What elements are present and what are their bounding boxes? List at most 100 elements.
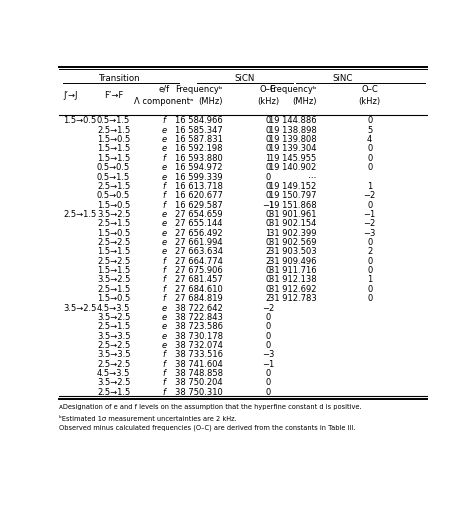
Text: −3: −3 — [364, 228, 376, 237]
Text: 16 585.347: 16 585.347 — [175, 126, 223, 134]
Text: 31 902.569: 31 902.569 — [269, 238, 316, 246]
Text: 38 722.843: 38 722.843 — [175, 313, 223, 321]
Text: 0.5→0.5: 0.5→0.5 — [97, 191, 130, 200]
Text: 31 912.138: 31 912.138 — [269, 275, 316, 284]
Text: f: f — [163, 275, 165, 284]
Text: −1: −1 — [262, 359, 274, 368]
Text: F’→F: F’→F — [104, 91, 123, 100]
Text: f: f — [163, 294, 165, 302]
Text: e: e — [161, 247, 166, 256]
Text: Transition: Transition — [99, 74, 141, 83]
Text: 38 723.586: 38 723.586 — [175, 322, 223, 331]
Text: 16 620.677: 16 620.677 — [175, 191, 223, 200]
Text: 1.5→1.5: 1.5→1.5 — [97, 144, 130, 153]
Text: 31 903.503: 31 903.503 — [269, 247, 316, 256]
Text: 27 663.634: 27 663.634 — [175, 247, 223, 256]
Text: 27 684.610: 27 684.610 — [175, 284, 223, 293]
Text: 0: 0 — [265, 378, 271, 387]
Text: f: f — [163, 350, 165, 359]
Text: 19 151.868: 19 151.868 — [269, 200, 316, 209]
Text: 0: 0 — [367, 256, 372, 265]
Text: 2.5→2.5: 2.5→2.5 — [97, 256, 130, 265]
Text: 3.5→2.5: 3.5→2.5 — [97, 275, 130, 284]
Text: 19 145.955: 19 145.955 — [269, 154, 316, 162]
Text: e: e — [161, 219, 166, 228]
Text: f: f — [163, 369, 165, 377]
Text: e: e — [161, 210, 166, 218]
Text: 19 139.808: 19 139.808 — [269, 135, 316, 144]
Text: 38 741.604: 38 741.604 — [175, 359, 223, 368]
Text: e: e — [161, 163, 166, 172]
Text: 0: 0 — [265, 135, 271, 144]
Text: 0: 0 — [367, 266, 372, 274]
Text: J’→J: J’→J — [63, 91, 77, 100]
Text: 0: 0 — [265, 331, 271, 340]
Text: 2: 2 — [265, 256, 271, 265]
Text: 2.5→1.5: 2.5→1.5 — [97, 284, 130, 293]
Text: f: f — [163, 191, 165, 200]
Text: 27 684.819: 27 684.819 — [175, 294, 223, 302]
Text: ᴀDesignation of e and f levels on the assumption that the hyperfine constant d i: ᴀDesignation of e and f levels on the as… — [59, 403, 362, 409]
Text: 0: 0 — [265, 182, 271, 190]
Text: 27 681.457: 27 681.457 — [175, 275, 223, 284]
Text: 0: 0 — [367, 200, 372, 209]
Text: 3.5→3.5: 3.5→3.5 — [97, 331, 130, 340]
Text: 5: 5 — [367, 126, 372, 134]
Text: 1.5→1.5: 1.5→1.5 — [97, 154, 130, 162]
Text: e: e — [161, 228, 166, 237]
Text: f: f — [163, 200, 165, 209]
Text: 0.5→1.5: 0.5→1.5 — [97, 116, 130, 125]
Text: 31 909.496: 31 909.496 — [269, 256, 316, 265]
Text: 38 733.516: 38 733.516 — [175, 350, 223, 359]
Text: 31 901.961: 31 901.961 — [269, 210, 316, 218]
Text: 31 912.692: 31 912.692 — [269, 284, 316, 293]
Text: 3.5→2.5: 3.5→2.5 — [97, 313, 130, 321]
Text: 16 613.718: 16 613.718 — [175, 182, 223, 190]
Text: f: f — [163, 266, 165, 274]
Text: 38 750.204: 38 750.204 — [175, 378, 223, 387]
Text: −2: −2 — [262, 303, 274, 312]
Text: 2.5→1.5: 2.5→1.5 — [97, 126, 130, 134]
Text: 19 140.902: 19 140.902 — [269, 163, 316, 172]
Text: 4: 4 — [367, 135, 372, 144]
Text: 27 675.906: 27 675.906 — [175, 266, 223, 274]
Text: 38 750.310: 38 750.310 — [175, 387, 223, 396]
Text: e: e — [161, 303, 166, 312]
Text: 16 587.831: 16 587.831 — [175, 135, 223, 144]
Text: e: e — [161, 144, 166, 153]
Text: 19 150.797: 19 150.797 — [269, 191, 316, 200]
Text: e: e — [161, 322, 166, 331]
Text: 1.5→0.5: 1.5→0.5 — [97, 294, 130, 302]
Text: SiCN: SiCN — [235, 74, 255, 83]
Text: 38 748.858: 38 748.858 — [175, 369, 223, 377]
Text: 1: 1 — [265, 154, 271, 162]
Text: e: e — [161, 313, 166, 321]
Text: 16 593.880: 16 593.880 — [175, 154, 223, 162]
Text: 0: 0 — [265, 322, 271, 331]
Text: 0: 0 — [367, 116, 372, 125]
Text: 1: 1 — [265, 228, 271, 237]
Text: 27 664.774: 27 664.774 — [175, 256, 223, 265]
Text: 31 912.783: 31 912.783 — [269, 294, 316, 302]
Text: 0: 0 — [367, 144, 372, 153]
Text: f: f — [163, 154, 165, 162]
Text: 31 902.399: 31 902.399 — [269, 228, 316, 237]
Text: f: f — [163, 359, 165, 368]
Text: 0: 0 — [265, 369, 271, 377]
Text: 38 730.178: 38 730.178 — [175, 331, 223, 340]
Text: e: e — [161, 331, 166, 340]
Text: 0: 0 — [265, 341, 271, 349]
Text: 0: 0 — [265, 172, 271, 181]
Text: 27 655.144: 27 655.144 — [175, 219, 223, 228]
Text: 19 138.898: 19 138.898 — [269, 126, 316, 134]
Text: 4.5→3.5: 4.5→3.5 — [97, 303, 130, 312]
Text: 2.5→2.5: 2.5→2.5 — [97, 341, 130, 349]
Text: ⋯: ⋯ — [308, 172, 316, 181]
Text: 2: 2 — [367, 247, 372, 256]
Text: 19 149.152: 19 149.152 — [269, 182, 316, 190]
Text: 1.5→0.5: 1.5→0.5 — [97, 135, 130, 144]
Text: 2.5→2.5: 2.5→2.5 — [97, 238, 130, 246]
Text: 0.5→1.5: 0.5→1.5 — [97, 172, 130, 181]
Text: 3.5→2.5: 3.5→2.5 — [97, 210, 130, 218]
Text: 0: 0 — [265, 284, 271, 293]
